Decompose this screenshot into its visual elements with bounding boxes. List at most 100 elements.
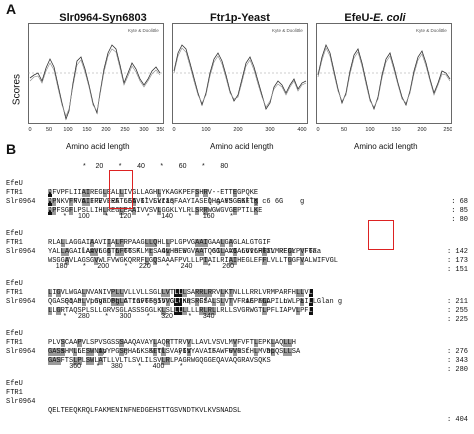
alignment-block: * 280 * 300 * 320 * 340 EfeU PLVSCAAPVLS… — [6, 312, 468, 374]
plot-3-title: EfeU-E. coli — [315, 12, 435, 24]
residue-count: : 85 — [451, 207, 468, 215]
alignment-row: EfeU PLVSCAAPVLSPVSGSSSAAQAVAYLAQRTTRVVL… — [6, 321, 468, 356]
plot-3-title-italic: E. coli — [373, 12, 406, 24]
consensus-line: F 6 IRE LEA 666 6l Lkraq l g 65 G6llg c6… — [48, 198, 305, 206]
sequence-name: FTR1 — [6, 189, 23, 197]
plot-2-title: Ftr1p-Yeast — [210, 12, 270, 24]
hydropathy-plot-slr0964: Kyte & Doolittle 0 50 100 150 200 250 30… — [28, 23, 164, 135]
alignment-row: FTR1 GASSHMLLESWNAVYPGSPHALKSKLTLSVAFIVY… — [6, 330, 468, 365]
residue-count: : 142 — [446, 248, 468, 256]
sequence-name: EfeU — [6, 230, 23, 238]
sequence-name: EfeU — [6, 330, 23, 338]
residue-count: : 211 — [446, 298, 468, 306]
residue-count: : 173 — [446, 257, 468, 265]
plot-1-tick: 150 — [82, 127, 91, 133]
plot-1-tick: 250 — [120, 127, 129, 133]
plot-2-legend: Kyte & Doolittle — [272, 28, 303, 33]
residue-count: : 68 — [451, 198, 468, 206]
sequence-name: FTR1 — [6, 289, 23, 297]
plot-1-tick: 300 — [139, 127, 148, 133]
sequence-name: FTR1 — [6, 339, 23, 347]
plot-1-tick: 350 — [156, 127, 164, 133]
alignment-block: 360 * 380 * 400 * EfeU FTR1 Slr0964 QELT… — [6, 362, 468, 424]
y-axis-label: Scores — [11, 73, 23, 106]
plot-1-tick: 200 — [101, 127, 110, 133]
alignment-row: Slr0964 WSGGAVLAGSGVWLFVWGKQRRFLGQSAAAFP… — [6, 239, 468, 274]
motif-box — [109, 170, 133, 209]
plot-2-tick: 400 — [297, 127, 306, 133]
hydropathy-plot-ftr1: Kyte & Doolittle 0 100 200 300 400 — [172, 23, 308, 135]
sequence: YALLAGAILAAVLGITLFTTSFLMLSAGLHHEWGVAATQG… — [48, 248, 317, 256]
plot-3-legend: Kyte & Doolittle — [416, 28, 447, 33]
plot-2-tick: 200 — [233, 127, 242, 133]
alignment-row: Slr0964 MPFSGFLPSLLIHLREGLEAAIVVSVLGGKLY… — [6, 189, 468, 224]
hydropathy-plot-efeu: Kyte & Doolittle 0 50 100 150 200 250 — [316, 23, 452, 135]
sequence-name: EfeU — [6, 380, 23, 388]
plot-2-tick: 300 — [265, 127, 274, 133]
alignment-ruler: 180 * 200 * 220 * 240 * 260 — [48, 263, 234, 270]
plot-3-x-label: Amino acid length — [354, 142, 418, 151]
alignment-ruler: 360 * 380 * 400 * — [48, 363, 183, 370]
plot-3-title-main: EfeU- — [344, 12, 374, 24]
residue-count: : 404 — [446, 416, 468, 424]
plot-1-tick: 100 — [63, 127, 72, 133]
alignment-row: Slr0964 QELTEEQKRQLFAKMENINFNEDGEHSTTGSV… — [6, 389, 468, 424]
alignment-row: FTR1 — [6, 380, 31, 397]
sequence: RLALLAGGAIAAVIIALFRPAAGLLQHLLPLGPVGAAIGA… — [48, 239, 271, 247]
plot-1-title: Slr0964-Syn6803 — [59, 12, 147, 24]
residue-count: : 225 — [446, 316, 468, 324]
plot-3-tick: 100 — [365, 127, 374, 133]
residue-count: : 276 — [446, 348, 468, 356]
sequence: MFVPFLIIAIREGLEALLIVGLLAGHLYKAGKPEFSHRV-… — [48, 189, 259, 197]
sequence-name: Slr0964 — [6, 398, 36, 406]
sequence: MPFSGFLPSLLIHLREGLEAAIVVSVLGGKLYLRLSRRWG… — [48, 207, 263, 215]
motif-box — [368, 220, 394, 250]
alignment-row: FTR1 MPNKVFNVAIFFVVFRETLEAVIIVSVIISFAAYI… — [6, 180, 468, 215]
sequence: MPNKVFNVAIFFVVFRETLEAVIIVSVIISFAAYIASEQH… — [48, 198, 259, 206]
alignment-ruler: * 280 * 300 * 320 * 340 — [48, 313, 215, 320]
consensus-line: lAv 6 6 6 66 K r 4v 6 6 6G A6 66v6FlaV R… — [48, 248, 322, 256]
alignment-ruler: * 100 * 120 * 140 * 160 * — [48, 213, 233, 220]
plot-1-legend: Kyte & Doolittle — [128, 28, 159, 33]
alignment-block: * 100 * 120 * 140 * 160 * EfeU RLALLAGGA… — [6, 212, 468, 274]
sequence: LLGRTAQSPLSLLGRVSGLASSSGGLKLSLLLLLLLRLRL… — [48, 307, 313, 315]
sequence: QELTEEQKRQLFAKMENINFNEDGEHSTTGSVNDTKVLKV… — [48, 407, 242, 415]
plot-2-x-label: Amino acid length — [210, 142, 274, 151]
sequence-name: Slr0964 — [6, 348, 36, 356]
plot-3-tick: 150 — [391, 127, 400, 133]
plot-3-tick: 50 — [341, 127, 347, 133]
plot-3-tick: 200 — [417, 127, 426, 133]
sequence-name: EfeU — [6, 180, 23, 188]
alignment-row: FTR1 QGASSIAPLVLGVFDPLLATIGFTFSIVVGLLKRS… — [6, 280, 468, 315]
alignment-row: Slr0964 GASFTSLPLSWLATLLVLTLSVLILSVLRLPA… — [6, 339, 468, 374]
sequence-name: Slr0964 — [6, 248, 36, 256]
residue-count: : 343 — [446, 357, 468, 365]
plot-1-tick: 0 — [28, 127, 31, 133]
alignment-ruler: * 20 * 40 * 60 * 80 — [48, 163, 229, 170]
alignment-row: EfeU MFVPFLIIAIREGLEALLIVGLLAGHLYKAGKPEF… — [6, 171, 468, 206]
sequence-alignment: * 20 * 40 * 60 * 80 EfeU MFVPFLIIAIREGLE… — [6, 162, 468, 424]
residue-count: : 80 — [451, 216, 468, 224]
plot-3-tick: 250 — [443, 127, 452, 133]
alignment-row: Slr0964 LLGRTAQSPLSLLGRVSGLASSSGGLKLSLLL… — [6, 289, 468, 324]
sequence-name: EfeU — [6, 280, 23, 288]
residue-count: : 151 — [446, 266, 468, 274]
alignment-row: EfeU LIGVLWGALNVANIVPLLVLLVLLSGLLVTLLLSA… — [6, 271, 468, 306]
sequence: QGASSIAPLVLGVFDPLLATIGFTFSIVVGLLKRSRGSAL… — [48, 298, 317, 306]
sequence: GASSHMLLESWNAVYPGSPHALKSKLTLSVAFIVYAVAIF… — [48, 348, 301, 356]
plot-3-tick: 0 — [316, 127, 319, 133]
sequence-name: Slr0964 — [6, 198, 36, 206]
residue-count: : 280 — [446, 366, 468, 374]
sequence-name: Slr0964 — [6, 298, 36, 306]
sequence: WSGGAVLAGSGVWLFVWGKQRRFLGQSAAAFPVLLLPIAI… — [48, 257, 338, 265]
consensus-line: Qq a p6ga 6g 6 tav66g55 G 1nq Ff 16 aGL … — [48, 298, 343, 306]
panel-b-letter: B — [6, 141, 17, 157]
sequence: PLVSCAAPVLSPVSGSSSAAQAVAYLAQRTTRVVLLAVLV… — [48, 339, 296, 347]
consensus-line: s 6 1p g 6 5Ftl y6s 15 6 6 f ap — [48, 348, 275, 356]
plot-2-tick: 100 — [201, 127, 210, 133]
plot-1-x-label: Amino acid length — [66, 142, 130, 151]
alignment-row: EfeU — [6, 371, 31, 388]
alignment-block: 180 * 200 * 220 * 240 * 260 EfeU LIGVLWG… — [6, 262, 468, 324]
plot-1-tick: 50 — [46, 127, 52, 133]
alignment-row: EfeU RLALLAGGAIAAVIIALFRPAAGLLQHLLPLGPVG… — [6, 221, 468, 256]
